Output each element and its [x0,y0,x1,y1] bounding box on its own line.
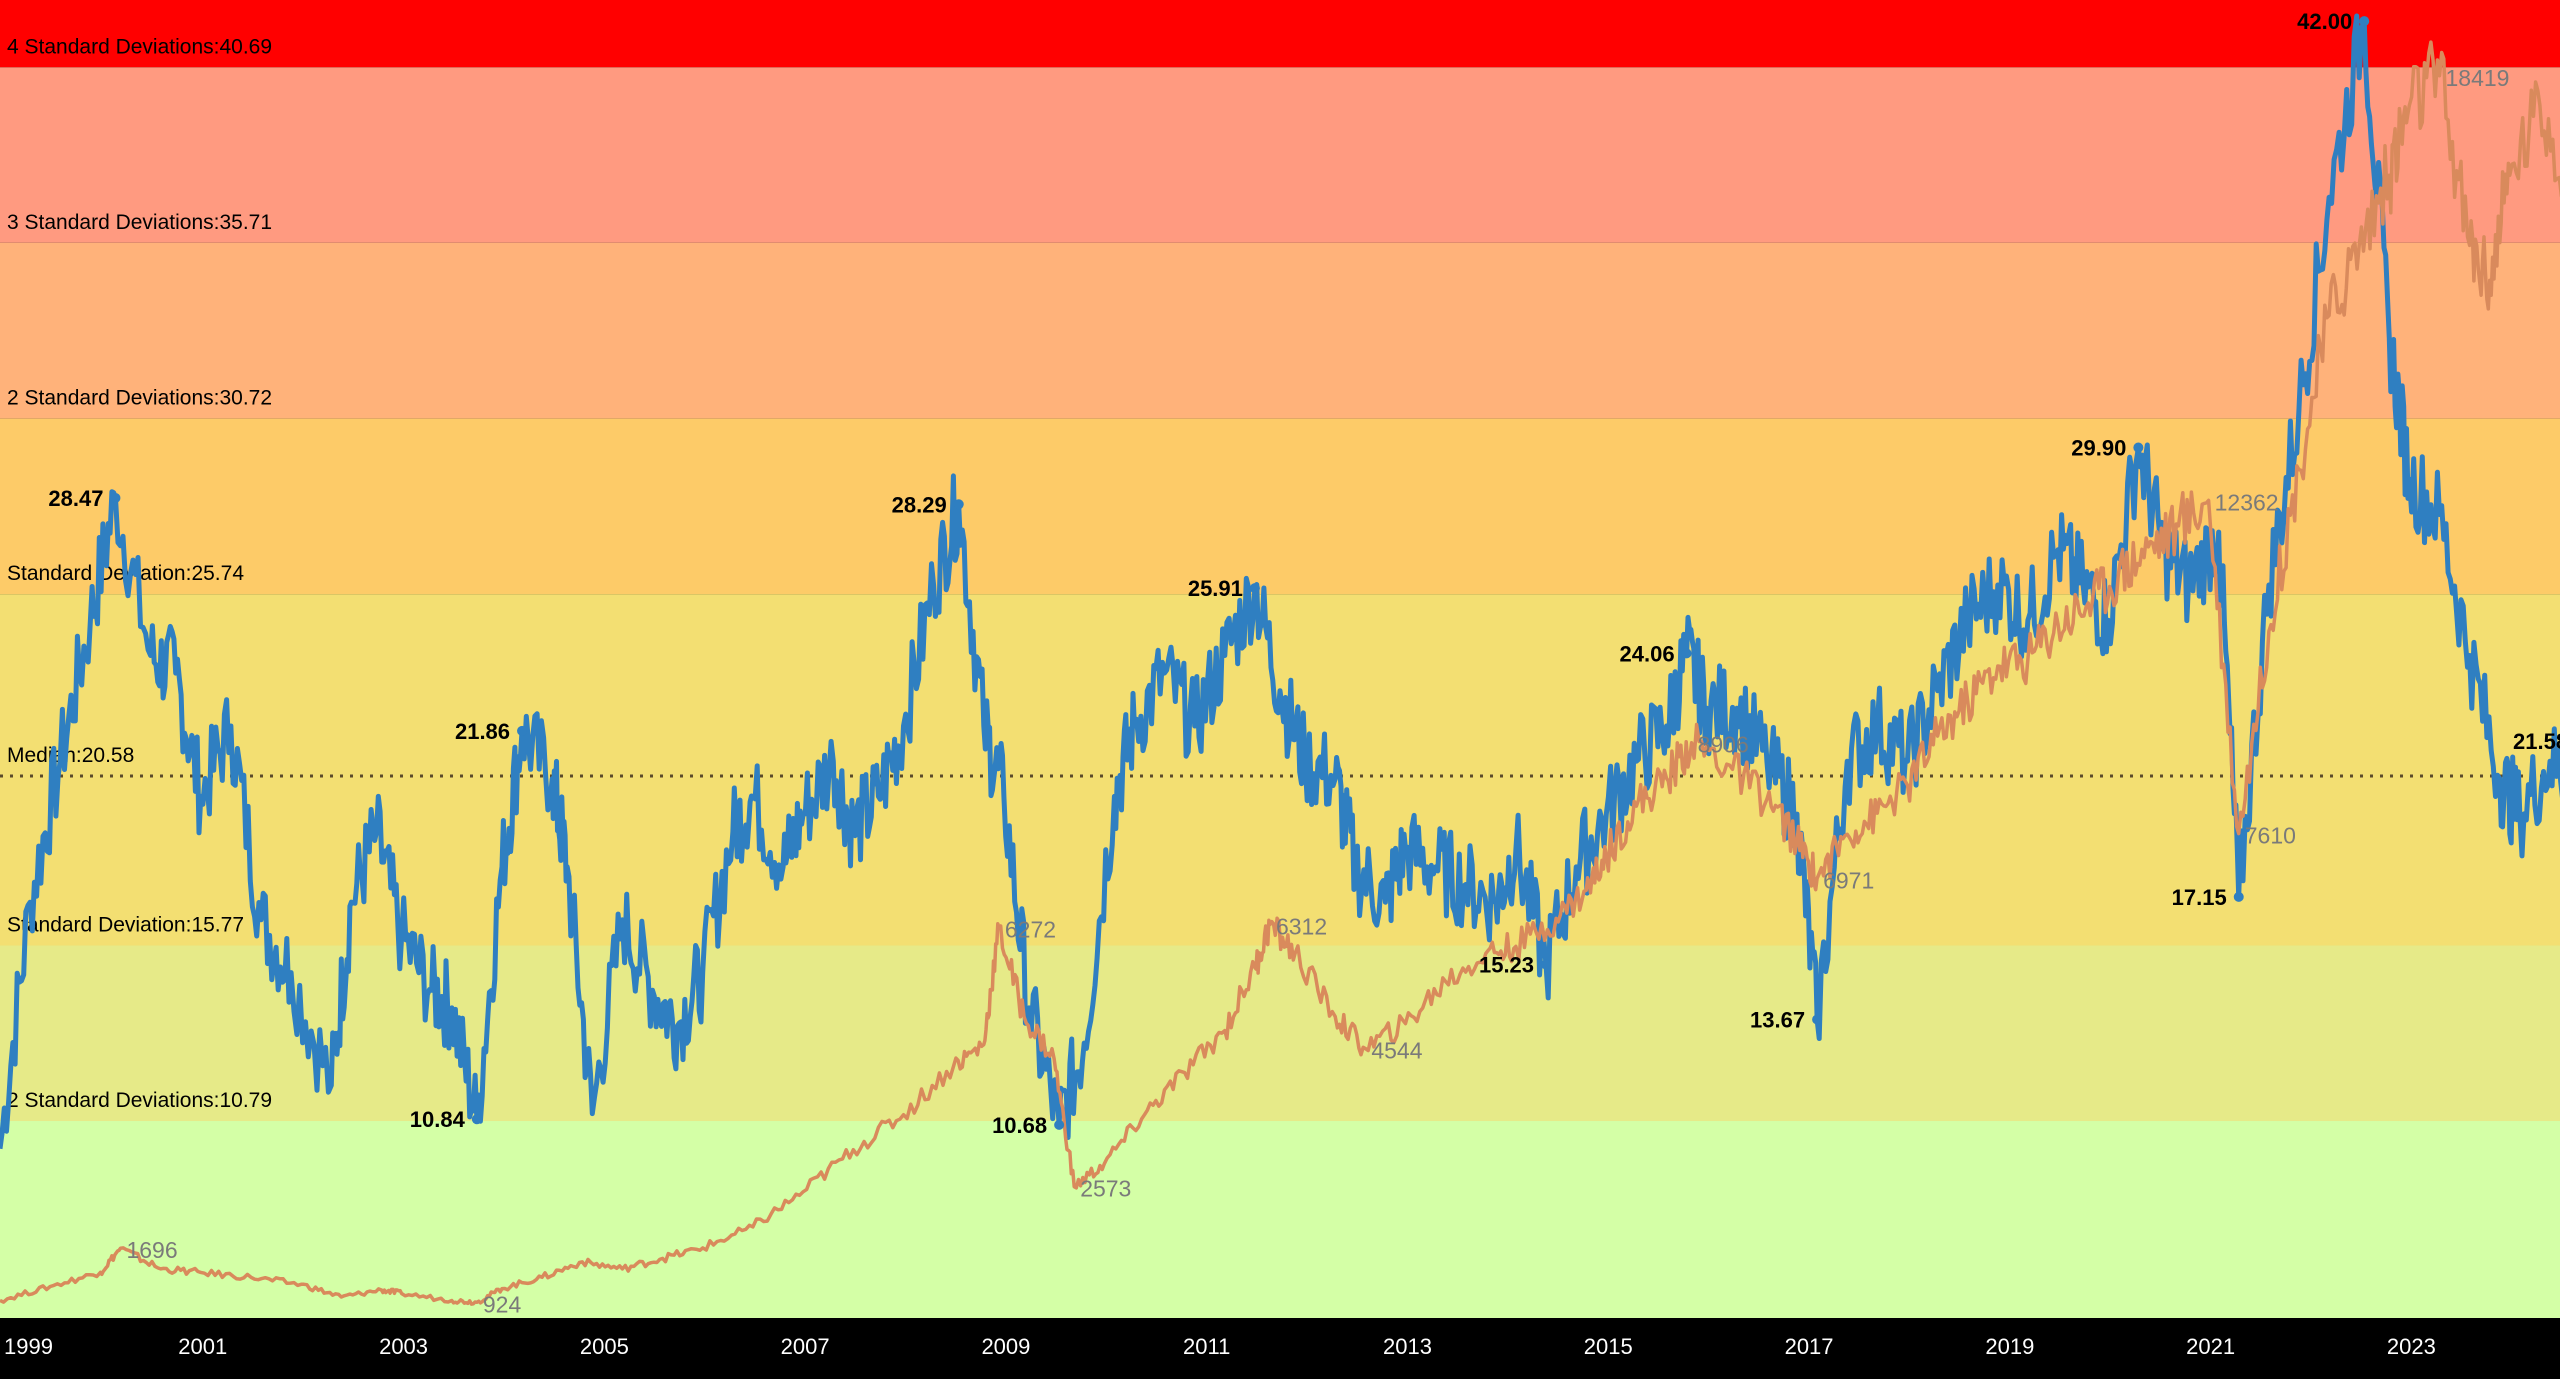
x-tick-label: 2017 [1785,1334,1834,1359]
band-label: 2 Standard Deviations:10.79 [7,1089,272,1112]
x-tick-label: 2005 [580,1334,629,1359]
index-point-label: 924 [483,1291,522,1317]
pe-point-label: 21.58 [2513,729,2560,754]
pe-point-marker [517,725,528,736]
pe-point-marker [1812,1014,1823,1025]
x-tick-label: 2009 [981,1334,1030,1359]
pe-point-label: 29.90 [2071,436,2126,461]
x-tick-label: 1999 [4,1334,53,1359]
index-point-label: 18419 [2446,65,2510,91]
x-tick-label: 2015 [1584,1334,1633,1359]
pe-point-marker [1681,648,1692,659]
band-label: 2 Standard Deviations:30.72 [7,387,272,410]
index-point-label: 6312 [1276,914,1327,940]
band-labels: 4 Standard Deviations:40.69 3 Standard De… [7,35,272,1112]
pe-point-label: 21.86 [455,719,510,744]
index-point-label: 12362 [2215,489,2279,515]
pe-point-label: 42.00 [2297,9,2352,34]
pe-point-label: 10.84 [410,1107,466,1132]
x-tick-label: 2019 [1985,1334,2034,1359]
pe-point-label: 13.67 [1750,1008,1805,1033]
band-above-4sd [0,0,2560,68]
pe-point-label: 10.68 [992,1113,1047,1138]
pe-point-marker [2233,891,2244,902]
pe-point-label: 28.47 [48,486,103,511]
pe-point-marker [471,1114,482,1125]
band-label: 4 Standard Deviations:40.69 [7,35,272,58]
x-tick-label: 2013 [1383,1334,1432,1359]
pe-point-marker [110,492,121,503]
index-line [0,40,2560,1306]
std-dev-bands [0,0,2560,1318]
pe-point-marker [2133,442,2144,453]
index-point-label: 1696 [126,1237,177,1263]
band-5 [0,945,2560,1122]
pe-point-label: 17.15 [2172,885,2227,910]
index-point-label: 4544 [1371,1038,1422,1064]
band-6 [0,1121,2560,1318]
x-axis-bar [0,1318,2560,1374]
pe-point-marker [1249,583,1260,594]
x-tick-label: 2011 [1183,1334,1230,1359]
pe-ratio-line [0,13,2560,1150]
band-label: Standard Deviation:15.77 [7,914,244,937]
x-tick-label: 2001 [178,1334,227,1359]
band-label: Median:20.58 [7,744,134,767]
pe-point-label: 24.06 [1620,641,1675,666]
band-1 [0,67,2560,243]
point-labels: 28.47 10.84 21.86 28.29 10.68 25.91 15.23 24.06… [48,9,2560,1317]
x-tick-label: 2007 [781,1334,830,1359]
index-point-label: 6971 [1823,867,1874,893]
pe-point-marker [1541,959,1552,970]
pe-point-label: 15.23 [1479,953,1534,978]
x-tick-label: 2023 [2387,1334,2436,1359]
band-4 [0,594,2560,946]
index-point-label: 8906 [1698,732,1749,758]
index-point-label: 7610 [2245,823,2296,849]
pe-point-label: 28.29 [892,492,947,517]
pe-point-marker [1054,1119,1065,1130]
band-label: 3 Standard Deviations:35.71 [7,211,272,234]
series-lines [0,13,2560,1306]
x-tick-label: 2003 [379,1334,428,1359]
x-axis: 1999 2001 2003 2005 2007 2009 2011 2013 2015 2017… [4,1334,2436,1359]
pe-point-label: 25.91 [1188,576,1243,601]
x-tick-label: 2021 [2186,1334,2235,1359]
pe-point-marker [2359,16,2370,27]
pe-point-marker [953,499,964,510]
index-point-label: 2573 [1080,1176,1131,1202]
band-2 [0,242,2560,419]
index-point-label: 6272 [1005,916,1056,942]
